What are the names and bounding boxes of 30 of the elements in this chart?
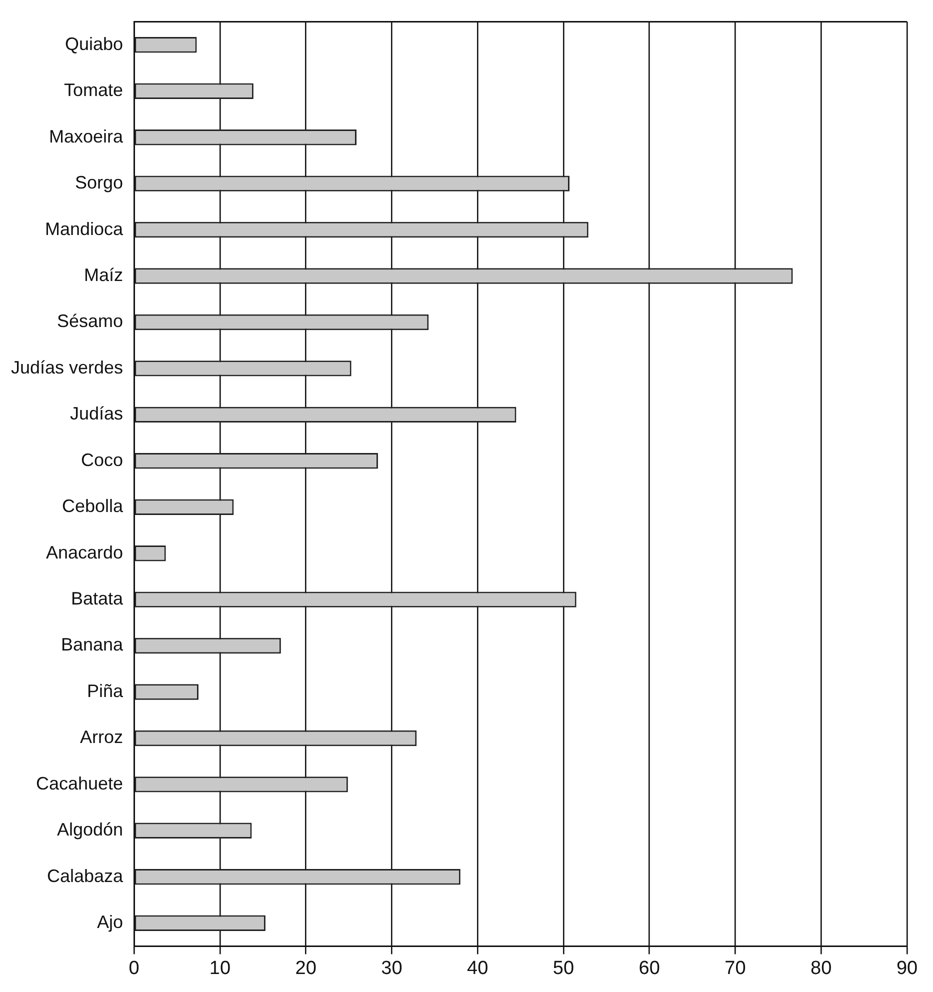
y-tick-label: Sésamo (57, 311, 124, 332)
y-tick-label: Quiabo (65, 34, 124, 54)
x-tick-label: 0 (128, 958, 140, 979)
y-tick-label: Judías verdes (11, 357, 124, 378)
y-tick-label: Algodón (57, 820, 124, 840)
y-tick-label: Anacardo (46, 542, 124, 562)
y-tick-label: Maxoeira (49, 126, 124, 146)
y-tick-label: Ajo (97, 912, 124, 932)
y-tick-label: Mandioca (45, 218, 124, 239)
x-tick-label: 90 (896, 958, 918, 979)
y-tick-label: Calabaza (47, 866, 124, 886)
x-tick-label: 30 (381, 958, 402, 979)
y-tick-label: Coco (81, 450, 124, 470)
y-tick-label: Cacahuete (36, 773, 124, 794)
x-tick-label: 60 (638, 958, 660, 979)
y-tick-label: Tomate (64, 80, 124, 100)
x-tick-label: 10 (209, 958, 231, 979)
y-tick-label: Judías (70, 404, 124, 424)
y-tick-label: Arroz (80, 727, 124, 748)
y-tick-label: Banana (61, 634, 124, 655)
x-tick-label: 50 (552, 958, 574, 979)
x-tick-label: 20 (295, 958, 316, 979)
x-tick-label: 40 (467, 958, 488, 979)
y-tick-label: Sorgo (75, 172, 124, 193)
y-tick-label: Batata (71, 588, 124, 609)
y-tick-label: Piña (87, 680, 124, 701)
x-tick-label: 80 (810, 958, 832, 979)
x-tick-label: 70 (724, 958, 746, 979)
y-tick-label: Maíz (84, 264, 124, 285)
y-tick-label: Cebolla (62, 496, 124, 516)
